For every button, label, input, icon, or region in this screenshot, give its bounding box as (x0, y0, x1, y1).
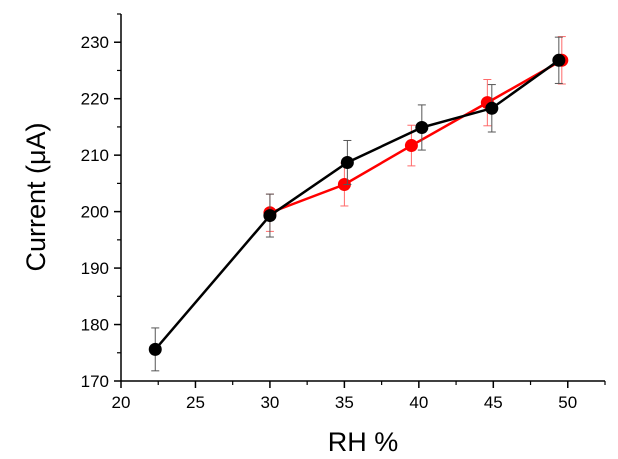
series-layer (148, 36, 569, 372)
x-tick-label: 30 (260, 393, 279, 412)
x-tick-label: 45 (484, 393, 503, 412)
y-axis-title: Current (μA) (21, 122, 51, 271)
y-tick-label: 220 (81, 90, 109, 109)
y-axis-ticks: 170 180 190 200 210 220 230 (81, 13, 121, 391)
x-tick-label: 25 (186, 393, 205, 412)
plot-area (120, 14, 605, 382)
data-point (148, 342, 162, 356)
series-1 (148, 36, 566, 372)
data-point (404, 139, 418, 153)
x-tick-label: 20 (112, 393, 131, 412)
data-point (552, 53, 566, 67)
y-tick-label: 170 (81, 372, 109, 391)
series-line (269, 59, 563, 214)
y-tick-label: 190 (81, 259, 109, 278)
x-tick-label: 35 (335, 393, 354, 412)
series-0 (263, 36, 569, 232)
y-tick-label: 180 (81, 316, 109, 335)
x-axis-title: RH % (328, 427, 399, 457)
data-point (485, 101, 499, 115)
series-line (154, 59, 560, 351)
y-tick-label: 230 (81, 33, 109, 52)
y-tick-label: 210 (81, 146, 109, 165)
x-axis-ticks: 20 25 30 35 40 45 50 (112, 381, 606, 412)
data-point (415, 120, 429, 134)
data-point (340, 155, 354, 169)
x-tick-label: 50 (558, 393, 577, 412)
data-point (263, 209, 277, 223)
x-tick-label: 40 (409, 393, 428, 412)
y-tick-label: 200 (81, 203, 109, 222)
